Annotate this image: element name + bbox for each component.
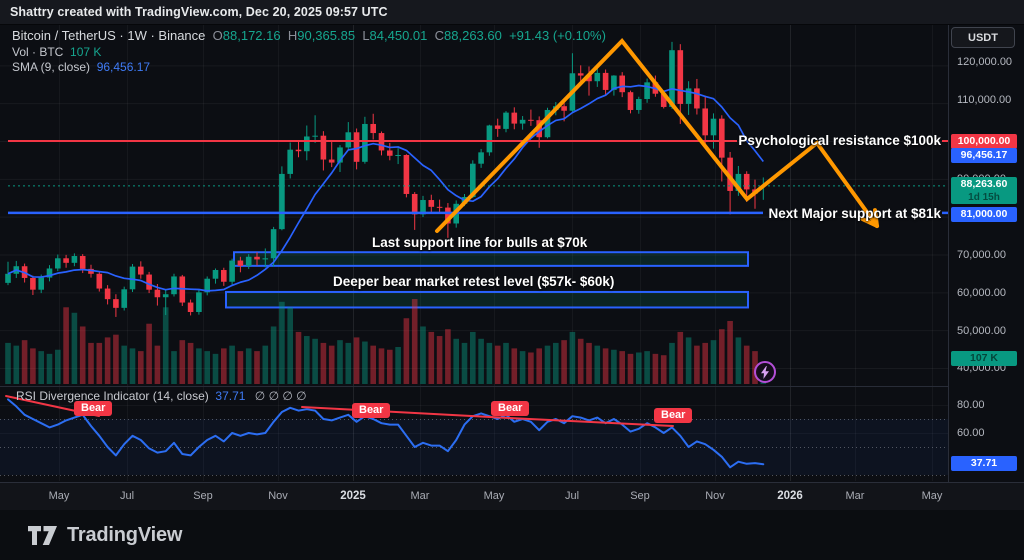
axis-price-badge: 100,000.00	[951, 133, 1017, 149]
rsi-value: 37.71	[215, 389, 246, 403]
time-axis-label: 2025	[340, 490, 366, 502]
time-axis-label: May	[921, 490, 943, 502]
bear-divergence-badge[interactable]: Bear	[352, 403, 391, 418]
time-axis-label: Mar	[410, 490, 430, 502]
currency-toggle-button[interactable]: USDT	[951, 27, 1015, 48]
time-axis-label: Sep	[630, 490, 650, 502]
footer-bar: TradingView	[0, 510, 1024, 560]
time-axis-label: Sep	[193, 490, 213, 502]
time-axis-label: Jul	[119, 490, 135, 502]
axis-price-label: 60,000.00	[957, 287, 1006, 299]
bear-divergence-badge[interactable]: Bear	[654, 408, 693, 423]
time-axis-label: 2026	[777, 490, 803, 502]
axis-price-badge: 96,456.17	[951, 147, 1017, 163]
time-axis-label: Mar	[845, 490, 865, 502]
tradingview-logo-text: TradingView	[67, 523, 183, 546]
annotation-retest-57-60k[interactable]: Deeper bear market retest level ($57k- $…	[333, 274, 615, 289]
bear-divergence-badge[interactable]: Bear	[74, 401, 113, 416]
volume-label: Vol · BTC	[12, 45, 64, 59]
time-axis-label: May	[48, 490, 70, 502]
rsi-title: RSI Divergence Indicator (14, close)	[16, 389, 209, 403]
attribution-bar: Shattry created with TradingView.com, De…	[0, 0, 1024, 25]
tradingview-logo-icon	[28, 525, 57, 545]
ohlc-close-value: 88,263.60	[444, 28, 502, 43]
volume-legend[interactable]: Vol · BTC 107 K	[12, 45, 101, 59]
axis-price-label: 120,000.00	[957, 56, 1013, 68]
axis-price-label: 70,000.00	[957, 249, 1006, 261]
rsi-flags: ∅ ∅ ∅ ∅	[254, 389, 307, 403]
change-value: +91.43 (+0.10%)	[509, 28, 606, 43]
time-axis-label: Jul	[564, 490, 580, 502]
price-chart-canvas[interactable]	[0, 25, 948, 482]
attribution-text: Shattry created with TradingView.com, De…	[10, 5, 388, 19]
time-axis-label: Nov	[705, 490, 725, 502]
ohlc-low-label: L	[362, 28, 370, 43]
quick-trade-button[interactable]	[754, 361, 776, 383]
annotation-resistance-100k[interactable]: Psychological resistance $100k	[738, 133, 941, 148]
axis-price-badge: 81,000.00	[951, 206, 1017, 222]
lightning-icon	[761, 365, 769, 379]
annotation-support-81k[interactable]: Next Major support at $81k	[768, 206, 941, 221]
annotation-support-70k[interactable]: Last support line for bulls at $70k	[372, 235, 588, 250]
tradingview-logo[interactable]: TradingView	[28, 524, 182, 547]
rsi-indicator-legend[interactable]: RSI Divergence Indicator (14, close) 37.…	[16, 389, 307, 403]
ohlc-open-label: O	[212, 28, 223, 43]
sma-label: SMA (9, close)	[12, 60, 91, 74]
ohlc-high-label: H	[287, 28, 298, 43]
time-axis-label: Nov	[268, 490, 288, 502]
axis-price-label: 110,000.00	[957, 94, 1012, 106]
axis-price-label: 50,000.00	[957, 325, 1006, 337]
time-axis[interactable]: May Jul Sep Nov 2025 Mar May Jul Sep Nov 2026 Mar Ma…	[0, 482, 1024, 511]
ohlc-high-value: 90,365.85	[297, 28, 356, 43]
ohlc-close-label: C	[434, 28, 445, 43]
bear-divergence-badge[interactable]: Bear	[491, 401, 530, 416]
sma-value: 96,456.17	[96, 60, 151, 74]
symbol-header[interactable]: Bitcoin / TetherUS · 1W · Binance O88,17…	[12, 28, 606, 43]
axis-price-badge: 37.71	[951, 455, 1017, 471]
ohlc-open-value: 88,172.16	[222, 28, 281, 43]
axis-price-badge: 107 K	[951, 350, 1017, 366]
sma-legend[interactable]: SMA (9, close) 96,456.17	[12, 60, 150, 74]
ohlc-low-value: 84,450.01	[369, 28, 428, 43]
symbol-title[interactable]: Bitcoin / TetherUS · 1W · Binance	[12, 28, 206, 43]
volume-value: 107 K	[70, 45, 102, 59]
axis-price-badge: 88,263.60 1d 15h	[951, 177, 1017, 204]
axis-price-label: 80.00	[957, 399, 985, 411]
time-axis-label: May	[483, 490, 505, 502]
axis-price-label: 60.00	[957, 427, 985, 439]
price-axis[interactable]: 120,000.00110,000.0090,000.0070,000.0060…	[948, 25, 1024, 482]
